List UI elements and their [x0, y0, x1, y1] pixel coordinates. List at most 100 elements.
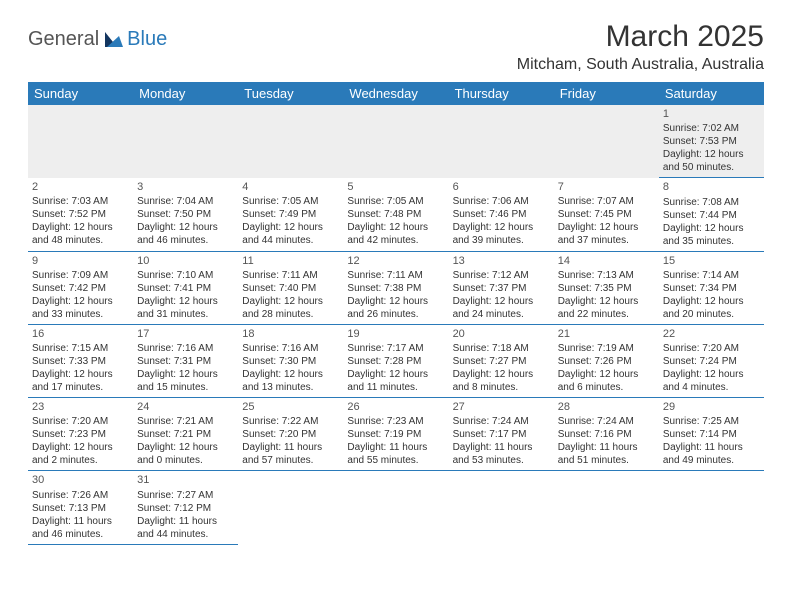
sunrise-text: Sunrise: 7:15 AM	[32, 342, 129, 355]
logo: General Blue	[28, 28, 167, 51]
sunrise-text: Sunrise: 7:25 AM	[663, 415, 760, 428]
sunrise-text: Sunrise: 7:16 AM	[137, 342, 234, 355]
day-number: 31	[137, 473, 234, 487]
sunrise-text: Sunrise: 7:11 AM	[242, 269, 339, 282]
daylight-text: Daylight: 12 hours and 20 minutes.	[663, 295, 760, 321]
daylight-text: Daylight: 12 hours and 33 minutes.	[32, 295, 129, 321]
day-cell: 20Sunrise: 7:18 AMSunset: 7:27 PMDayligh…	[449, 324, 554, 397]
daylight-text: Daylight: 12 hours and 11 minutes.	[347, 368, 444, 394]
day-cell: 12Sunrise: 7:11 AMSunset: 7:38 PMDayligh…	[343, 251, 448, 324]
day-number: 22	[663, 327, 760, 341]
daylight-text: Daylight: 12 hours and 39 minutes.	[453, 221, 550, 247]
daylight-text: Daylight: 12 hours and 48 minutes.	[32, 221, 129, 247]
sunrise-text: Sunrise: 7:17 AM	[347, 342, 444, 355]
sunset-text: Sunset: 7:14 PM	[663, 428, 760, 441]
sunrise-text: Sunrise: 7:07 AM	[558, 195, 655, 208]
day-cell: 30Sunrise: 7:26 AMSunset: 7:13 PMDayligh…	[28, 471, 133, 544]
day-number: 21	[558, 327, 655, 341]
daylight-text: Daylight: 12 hours and 13 minutes.	[242, 368, 339, 394]
day-cell	[343, 105, 448, 178]
sunset-text: Sunset: 7:40 PM	[242, 282, 339, 295]
dayname-5: Friday	[554, 82, 659, 105]
calendar-body: 1Sunrise: 7:02 AMSunset: 7:53 PMDaylight…	[28, 105, 764, 544]
logo-sail-icon	[103, 30, 125, 50]
sunset-text: Sunset: 7:17 PM	[453, 428, 550, 441]
day-cell	[133, 105, 238, 178]
day-cell: 31Sunrise: 7:27 AMSunset: 7:12 PMDayligh…	[133, 471, 238, 544]
day-cell: 4Sunrise: 7:05 AMSunset: 7:49 PMDaylight…	[238, 178, 343, 251]
calendar-table: SundayMondayTuesdayWednesdayThursdayFrid…	[28, 82, 764, 545]
week-row: 30Sunrise: 7:26 AMSunset: 7:13 PMDayligh…	[28, 471, 764, 544]
day-cell: 16Sunrise: 7:15 AMSunset: 7:33 PMDayligh…	[28, 324, 133, 397]
logo-text-1: General	[28, 28, 99, 51]
sunset-text: Sunset: 7:35 PM	[558, 282, 655, 295]
day-cell: 28Sunrise: 7:24 AMSunset: 7:16 PMDayligh…	[554, 398, 659, 471]
sunrise-text: Sunrise: 7:11 AM	[347, 269, 444, 282]
day-number: 20	[453, 327, 550, 341]
title-block: March 2025 Mitcham, South Australia, Aus…	[517, 20, 764, 74]
day-cell	[554, 105, 659, 178]
week-row: 9Sunrise: 7:09 AMSunset: 7:42 PMDaylight…	[28, 251, 764, 324]
header: General Blue March 2025 Mitcham, South A…	[28, 20, 764, 74]
dayname-2: Tuesday	[238, 82, 343, 105]
sunrise-text: Sunrise: 7:20 AM	[32, 415, 129, 428]
day-cell: 14Sunrise: 7:13 AMSunset: 7:35 PMDayligh…	[554, 251, 659, 324]
daylight-text: Daylight: 12 hours and 6 minutes.	[558, 368, 655, 394]
sunset-text: Sunset: 7:34 PM	[663, 282, 760, 295]
sunrise-text: Sunrise: 7:13 AM	[558, 269, 655, 282]
day-number: 12	[347, 254, 444, 268]
daylight-text: Daylight: 11 hours and 46 minutes.	[32, 515, 129, 541]
day-number: 10	[137, 254, 234, 268]
sunset-text: Sunset: 7:20 PM	[242, 428, 339, 441]
sunset-text: Sunset: 7:21 PM	[137, 428, 234, 441]
day-cell: 7Sunrise: 7:07 AMSunset: 7:45 PMDaylight…	[554, 178, 659, 251]
sunset-text: Sunset: 7:26 PM	[558, 355, 655, 368]
sunrise-text: Sunrise: 7:26 AM	[32, 489, 129, 502]
day-number: 27	[453, 400, 550, 414]
sunrise-text: Sunrise: 7:19 AM	[558, 342, 655, 355]
dayname-1: Monday	[133, 82, 238, 105]
daylight-text: Daylight: 12 hours and 8 minutes.	[453, 368, 550, 394]
sunset-text: Sunset: 7:19 PM	[347, 428, 444, 441]
day-cell: 9Sunrise: 7:09 AMSunset: 7:42 PMDaylight…	[28, 251, 133, 324]
day-cell	[554, 471, 659, 544]
day-number: 11	[242, 254, 339, 268]
sunrise-text: Sunrise: 7:24 AM	[558, 415, 655, 428]
sunset-text: Sunset: 7:27 PM	[453, 355, 550, 368]
week-row: 1Sunrise: 7:02 AMSunset: 7:53 PMDaylight…	[28, 105, 764, 178]
day-number: 23	[32, 400, 129, 414]
sunrise-text: Sunrise: 7:12 AM	[453, 269, 550, 282]
sunrise-text: Sunrise: 7:05 AM	[347, 195, 444, 208]
daylight-text: Daylight: 12 hours and 31 minutes.	[137, 295, 234, 321]
day-cell: 15Sunrise: 7:14 AMSunset: 7:34 PMDayligh…	[659, 251, 764, 324]
sunrise-text: Sunrise: 7:03 AM	[32, 195, 129, 208]
daylight-text: Daylight: 11 hours and 57 minutes.	[242, 441, 339, 467]
sunset-text: Sunset: 7:50 PM	[137, 208, 234, 221]
week-row: 23Sunrise: 7:20 AMSunset: 7:23 PM Dayligh…	[28, 398, 764, 471]
sunset-text: Sunset: 7:46 PM	[453, 208, 550, 221]
daylight-text: Daylight: 11 hours and 49 minutes.	[663, 441, 760, 467]
daylight-text: Daylight: 12 hours and 35 minutes.	[663, 222, 760, 248]
sunset-text: Sunset: 7:24 PM	[663, 355, 760, 368]
sunrise-text: Sunrise: 7:16 AM	[242, 342, 339, 355]
day-number: 1	[663, 107, 760, 121]
day-cell	[449, 471, 554, 544]
sunrise-text: Sunrise: 7:08 AM	[663, 196, 760, 209]
daylight-text: Daylight: 11 hours and 51 minutes.	[558, 441, 655, 467]
sunrise-text: Sunrise: 7:09 AM	[32, 269, 129, 282]
day-cell: 18Sunrise: 7:16 AMSunset: 7:30 PMDayligh…	[238, 324, 343, 397]
day-cell: 3Sunrise: 7:04 AMSunset: 7:50 PMDaylight…	[133, 178, 238, 251]
daylight-text: Daylight: 12 hours and 44 minutes.	[242, 221, 339, 247]
sunset-text: Sunset: 7:23 PM	[32, 428, 129, 441]
daylight-text: Daylight: 12 hours and 37 minutes.	[558, 221, 655, 247]
daylight-text: Daylight: 11 hours and 53 minutes.	[453, 441, 550, 467]
sunset-text: Sunset: 7:28 PM	[347, 355, 444, 368]
day-number: 7	[558, 180, 655, 194]
month-title: March 2025	[517, 20, 764, 54]
sunrise-text: Sunrise: 7:23 AM	[347, 415, 444, 428]
day-cell	[343, 471, 448, 544]
day-number: 25	[242, 400, 339, 414]
day-number: 18	[242, 327, 339, 341]
day-cell	[238, 105, 343, 178]
dayname-row: SundayMondayTuesdayWednesdayThursdayFrid…	[28, 82, 764, 105]
